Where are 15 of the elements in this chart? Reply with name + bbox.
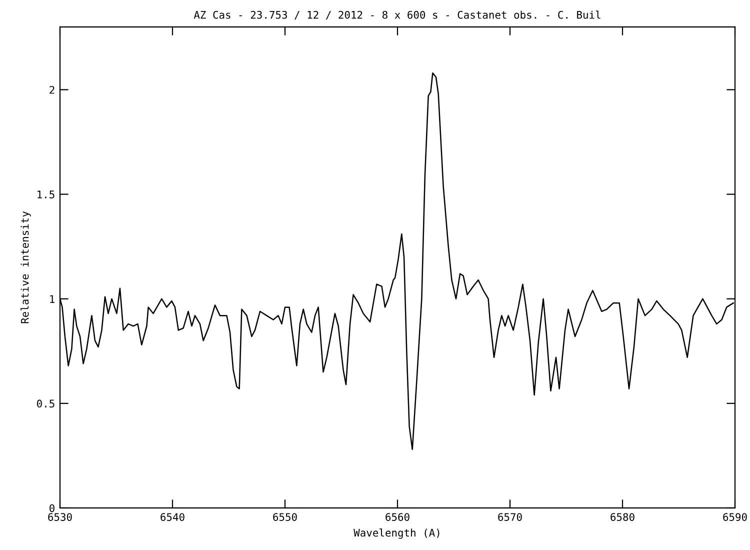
x-tick-label: 6530 — [48, 513, 72, 521]
x-axis-title: Wavelength (A) — [354, 528, 440, 539]
y-tick-label: 0.5 — [37, 400, 54, 408]
x-tick-label: 6550 — [273, 513, 297, 521]
y-tick-label: 1 — [50, 295, 54, 303]
y-tick-label: 1.5 — [38, 190, 54, 198]
x-tick-label: 6560 — [386, 513, 410, 521]
x-tick-label: 6570 — [498, 513, 522, 521]
y-tick-label: 0 — [50, 504, 54, 512]
y-tick-label: 2 — [50, 86, 54, 94]
x-tick-label: 6590 — [723, 513, 747, 521]
x-tick-label: 6540 — [160, 513, 184, 521]
x-tick-label: 6580 — [610, 513, 634, 521]
y-axis-title: Relative intensity — [20, 211, 31, 324]
chart-title: AZ Cas - 23.753 / 12 / 2012 - 8 x 600 s - Castanet obs. - C. Buil — [194, 10, 600, 20]
